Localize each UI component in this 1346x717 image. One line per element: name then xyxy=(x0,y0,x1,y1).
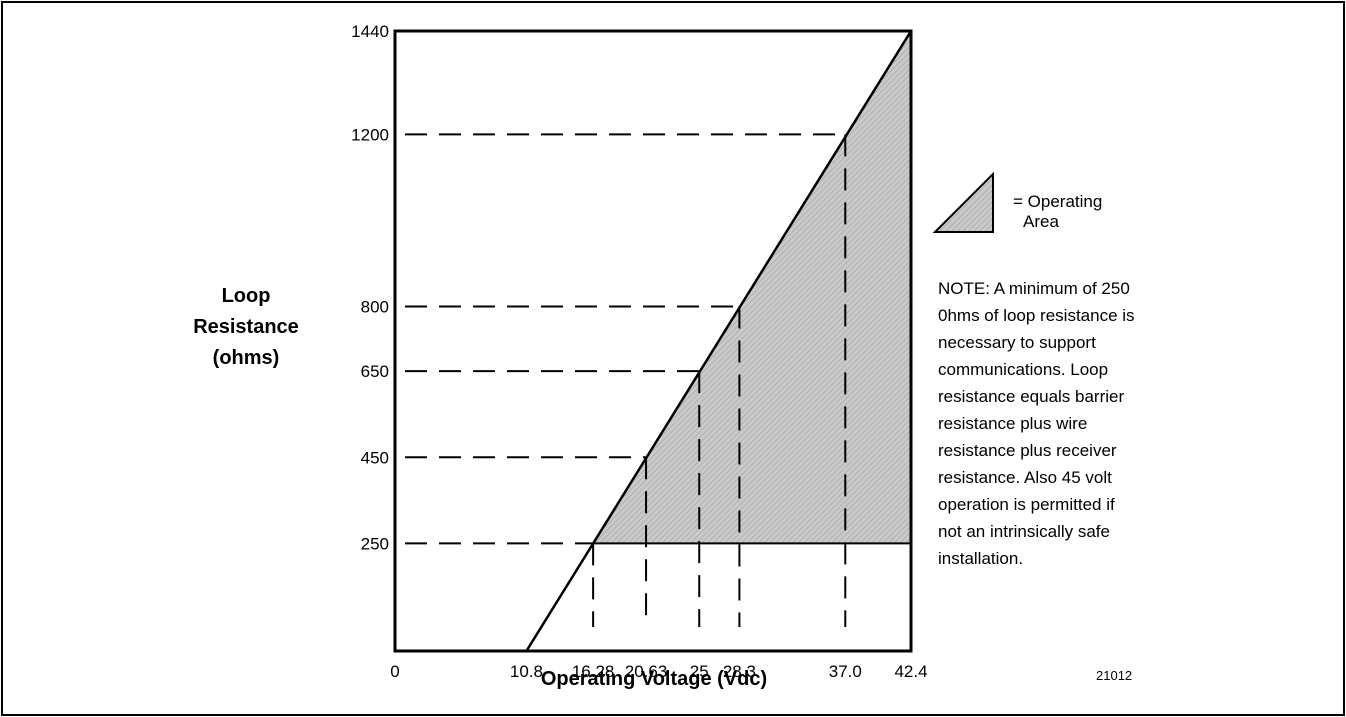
reference-lines xyxy=(405,133,847,627)
y-axis-title-line-3: (ohms) xyxy=(213,347,280,369)
load-line xyxy=(525,30,913,652)
legend-label-line-2: Area xyxy=(1023,212,1059,231)
note-line: resistance. Also 45 volt xyxy=(938,468,1112,487)
x-axis-title: Operating Voltage (Vdc) xyxy=(541,668,767,690)
note-block: NOTE: A minimum of 250 0hms of loop resi… xyxy=(938,279,1135,568)
note-line: resistance plus receiver xyxy=(938,441,1117,460)
y-tick-label: 800 xyxy=(361,298,389,317)
y-tick-labels: 250 450 650 800 1200 1440 xyxy=(351,22,389,553)
x-tick-label: 28.3 xyxy=(723,662,756,681)
x-tick-label: 20.63 xyxy=(625,662,668,681)
note-line: 0hms of loop resistance is xyxy=(938,306,1135,325)
y-tick-label: 450 xyxy=(361,448,389,467)
x-tick-label: 10.8 xyxy=(510,662,543,681)
legend-label-line-1: = Operating xyxy=(1013,192,1102,211)
note-line: installation. xyxy=(938,549,1023,568)
y-tick-label: 1440 xyxy=(351,22,389,41)
x-tick-labels: 0 10.8 16.28 20.63 25 28.3 37.0 42.4 xyxy=(390,662,927,681)
plot-border xyxy=(393,29,913,653)
y-axis-title-line-1: Loop xyxy=(222,285,271,307)
note-line: resistance plus wire xyxy=(938,414,1087,433)
legend: = Operating Area xyxy=(932,171,1102,233)
x-tick-label: 16.28 xyxy=(572,662,615,681)
y-axis-title-line-2: Resistance xyxy=(193,316,299,338)
plot-frame xyxy=(393,29,913,653)
note-line: necessary to support xyxy=(938,333,1096,352)
x-tick-label: 25 xyxy=(690,662,709,681)
legend-swatch xyxy=(932,171,994,233)
x-tick-label: 37.0 xyxy=(829,662,862,681)
figure-id: 21012 xyxy=(1096,668,1132,683)
x-tick-label: 42.4 xyxy=(894,662,927,681)
note-line: NOTE: A minimum of 250 xyxy=(938,279,1130,298)
note-line: resistance equals barrier xyxy=(938,387,1124,406)
note-line: not an intrinsically safe xyxy=(938,522,1110,541)
note-line: communications. Loop xyxy=(938,360,1108,379)
note-line: operation is permitted if xyxy=(938,495,1115,514)
y-tick-label: 650 xyxy=(361,362,389,381)
y-tick-label: 250 xyxy=(361,534,389,553)
x-tick-label: 0 xyxy=(390,662,399,681)
y-tick-label: 1200 xyxy=(351,125,389,144)
max-resistance-line xyxy=(525,30,913,652)
